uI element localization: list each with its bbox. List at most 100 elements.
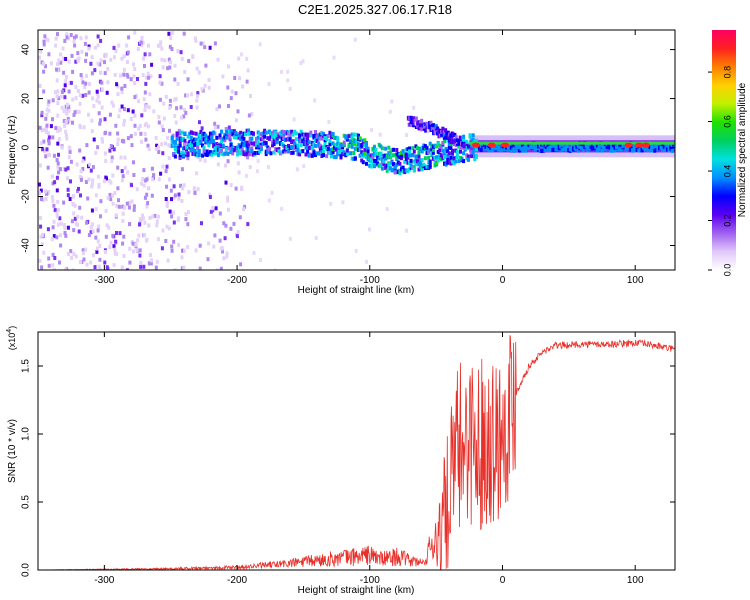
heatmap-line-cell bbox=[220, 139, 224, 144]
heatmap-line-cell bbox=[290, 150, 294, 155]
heatmap-line-cell bbox=[218, 133, 222, 138]
heatmap-line-cell bbox=[449, 146, 453, 150]
heatmap-line-cell bbox=[395, 156, 399, 161]
heatmap-noise-cell bbox=[126, 170, 130, 175]
heatmap-line-cell bbox=[250, 130, 254, 135]
heatmap-noise-cell bbox=[154, 147, 158, 151]
heatmap-line-cell bbox=[578, 144, 582, 149]
heatmap-noise-cell bbox=[74, 96, 78, 101]
heatmap-line-cell bbox=[253, 142, 257, 147]
heatmap-line-cell bbox=[283, 149, 287, 154]
heatmap-line-cell bbox=[473, 139, 477, 144]
heatmap-noise-cell bbox=[412, 105, 416, 110]
heatmap-noise-cell bbox=[97, 264, 101, 269]
heatmap-line-cell bbox=[552, 147, 556, 152]
heatmap-line-cell bbox=[328, 130, 332, 135]
heatmap-noise-cell bbox=[111, 233, 115, 238]
heatmap-noise-cell bbox=[146, 143, 150, 148]
heatmap-noise-cell bbox=[390, 99, 394, 104]
heatmap-noise-cell bbox=[170, 31, 174, 35]
heatmap-noise-cell bbox=[38, 55, 41, 60]
heatmap-line-cell bbox=[368, 163, 372, 168]
heatmap-line-cell bbox=[330, 154, 333, 159]
heatmap-line-cell bbox=[216, 147, 220, 152]
heatmap-noise-cell bbox=[143, 52, 147, 57]
heatmap-noise-cell bbox=[78, 101, 82, 106]
heatmap-noise-cell bbox=[140, 36, 144, 40]
heatmap-noise-cell bbox=[136, 238, 140, 243]
heatmap-line-cell bbox=[215, 142, 219, 147]
heatmap-line-cell bbox=[255, 139, 259, 144]
heatmap-noise-cell bbox=[160, 57, 164, 62]
heatmap-line-cell bbox=[384, 153, 388, 158]
heatmap-noise-cell bbox=[45, 191, 49, 196]
heatmap-noise-cell bbox=[378, 132, 382, 137]
heatmap-noise-cell bbox=[77, 186, 80, 191]
heatmap-noise-cell bbox=[56, 101, 60, 106]
heatmap-line-cell bbox=[632, 144, 636, 149]
heatmap-line-cell bbox=[201, 153, 204, 158]
heatmap-line-cell bbox=[218, 148, 222, 152]
heatmap-noise-cell bbox=[92, 253, 95, 258]
heatmap-noise-cell bbox=[137, 99, 141, 104]
heatmap-line-cell bbox=[350, 156, 354, 161]
heatmap-line-cell bbox=[355, 138, 359, 143]
heatmap-line-cell bbox=[428, 141, 432, 146]
heatmap-line-cell bbox=[256, 130, 260, 135]
heatmap-noise-cell bbox=[126, 50, 130, 55]
heatmap-noise-cell bbox=[115, 231, 118, 235]
heatmap-line-cell bbox=[185, 145, 188, 150]
heatmap-line-cell bbox=[549, 144, 553, 149]
heatmap-noise-cell bbox=[226, 195, 230, 200]
heatmap-noise-cell bbox=[67, 108, 71, 113]
heatmap-line-cell bbox=[498, 145, 502, 150]
snr-y-ticks: 0.00.51.01.5 bbox=[21, 359, 675, 577]
heatmap-noise-cell bbox=[226, 85, 230, 90]
heatmap-line-cell bbox=[301, 139, 305, 143]
heatmap-noise-cell bbox=[51, 263, 55, 268]
heatmap-line-cell bbox=[439, 157, 443, 162]
heatmap-line-cell bbox=[325, 154, 329, 159]
heatmap-noise-cell bbox=[249, 94, 252, 98]
heatmap-line-cell bbox=[640, 145, 644, 150]
heatmap-noise-cell bbox=[120, 138, 124, 143]
heatmap-line-cell bbox=[527, 143, 531, 147]
heatmap-branch-cell bbox=[462, 144, 466, 149]
heatmap-line-cell bbox=[600, 143, 604, 148]
heatmap-line-cell bbox=[186, 151, 190, 156]
heatmap-branch-cell bbox=[458, 135, 462, 140]
heatmap-line-cell bbox=[672, 144, 675, 149]
heatmap-line-cell bbox=[298, 137, 302, 141]
heatmap-noise-cell bbox=[64, 133, 68, 138]
heatmap-line-cell bbox=[353, 146, 357, 151]
heatmap-noise-cell bbox=[167, 31, 171, 36]
heatmap-noise-cell bbox=[45, 123, 49, 128]
heatmap-line-cell bbox=[170, 136, 174, 141]
heatmap-noise-cell bbox=[117, 43, 121, 48]
heatmap-noise-cell bbox=[112, 147, 116, 152]
heatmap-noise-cell bbox=[51, 252, 55, 257]
heatmap-line-cell bbox=[642, 145, 646, 150]
heatmap-noise-cell bbox=[122, 119, 126, 123]
heatmap-noise-cell bbox=[195, 66, 199, 71]
snr-x-tick-label: -200 bbox=[227, 575, 247, 586]
heatmap-noise-cell bbox=[71, 97, 75, 102]
heatmap-noise-cell bbox=[156, 237, 160, 242]
heatmap-line-cell bbox=[358, 147, 362, 152]
heatmap-line-cell bbox=[427, 164, 431, 169]
heatmap-hotspot bbox=[501, 142, 510, 148]
heatmap-line-cell bbox=[447, 159, 451, 164]
heatmap-noise-cell bbox=[195, 171, 199, 176]
heatmap-line-cell bbox=[411, 153, 415, 158]
heatmap-line-cell bbox=[400, 153, 403, 158]
heatmap-noise-cell bbox=[64, 233, 68, 238]
heatmap-line-cell bbox=[454, 138, 458, 142]
heatmap-line-cell bbox=[350, 135, 354, 140]
heatmap-noise-cell bbox=[91, 96, 95, 101]
heatmap-line-cell bbox=[317, 135, 321, 139]
heatmap-hotspot bbox=[487, 142, 496, 148]
heatmap-noise-cell bbox=[229, 183, 233, 188]
heatmap-line-cell bbox=[600, 148, 604, 153]
heatmap-line-cell bbox=[224, 135, 228, 140]
heatmap-noise-cell bbox=[146, 201, 150, 206]
